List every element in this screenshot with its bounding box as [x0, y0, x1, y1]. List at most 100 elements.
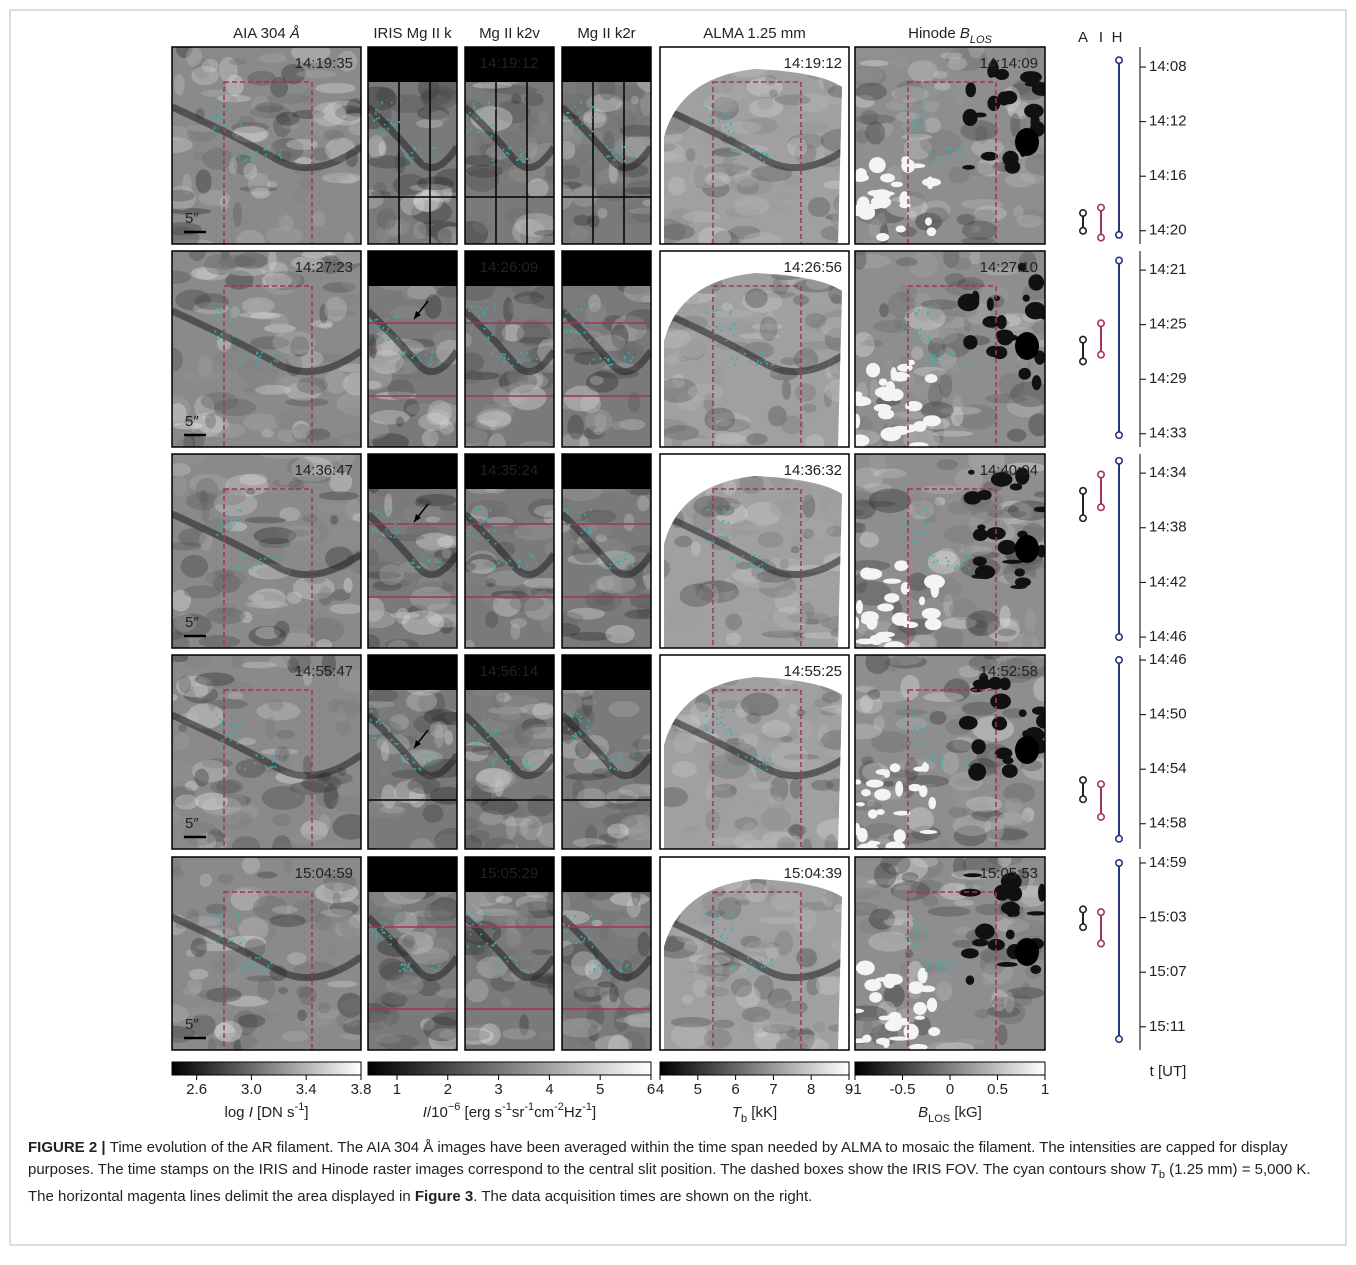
- contour: [563, 930, 565, 932]
- texture: [247, 594, 264, 601]
- contour: [599, 358, 601, 360]
- contour: [271, 962, 273, 964]
- contour: [723, 104, 725, 106]
- contour: [270, 364, 272, 366]
- iris-empty: [562, 454, 651, 489]
- texture: [705, 987, 730, 997]
- contour: [508, 358, 510, 360]
- contour: [477, 305, 479, 307]
- contour: [264, 967, 266, 969]
- contour: [732, 912, 734, 914]
- time-stamp: 14:19:12: [784, 55, 842, 72]
- magnetic-negative: [981, 679, 991, 688]
- texture: [610, 892, 649, 906]
- contour: [630, 360, 632, 362]
- magnetic-negative: [968, 470, 974, 475]
- magnetic-negative: [1034, 507, 1048, 513]
- contour: [233, 523, 235, 525]
- contour: [270, 362, 272, 364]
- contour: [609, 760, 611, 762]
- contour: [924, 728, 926, 730]
- contour: [379, 737, 381, 739]
- contour: [757, 970, 759, 972]
- contour: [493, 963, 495, 965]
- contour: [498, 967, 500, 969]
- contour: [429, 761, 431, 763]
- contour: [243, 356, 245, 358]
- texture: [757, 532, 783, 548]
- contour: [581, 123, 583, 125]
- texture: [786, 481, 813, 503]
- contour: [905, 320, 907, 322]
- magnetic-positive: [891, 182, 903, 187]
- texture: [234, 253, 267, 270]
- contour: [613, 759, 615, 761]
- texture: [272, 814, 291, 826]
- magnetic-negative: [972, 939, 988, 947]
- contour: [631, 356, 633, 358]
- texture: [216, 779, 243, 793]
- texture: [274, 621, 290, 638]
- texture: [516, 901, 528, 927]
- time-tick-label: 14:16: [1149, 167, 1187, 184]
- contour: [383, 722, 385, 724]
- contour: [387, 119, 389, 121]
- contour: [733, 131, 735, 133]
- texture: [782, 379, 791, 399]
- texture: [420, 86, 458, 110]
- texture: [813, 1021, 826, 1033]
- contour: [603, 769, 605, 771]
- text-part: /10: [427, 1104, 448, 1121]
- magnetic-positive: [894, 560, 908, 571]
- time-tick-label: 14:59: [1149, 854, 1187, 871]
- contour: [564, 509, 566, 511]
- texture: [859, 60, 889, 66]
- texture: [693, 979, 707, 998]
- contour: [752, 966, 754, 968]
- contour: [431, 357, 433, 359]
- texture: [485, 611, 498, 628]
- contour: [220, 135, 222, 137]
- contour: [387, 328, 389, 330]
- texture: [865, 650, 890, 674]
- contour: [619, 147, 621, 149]
- contour: [918, 309, 920, 311]
- contour: [913, 929, 915, 931]
- contour: [716, 918, 718, 920]
- contour: [571, 119, 573, 121]
- magnetic-positive: [895, 781, 903, 797]
- time-stamp: 14:56:14: [480, 663, 538, 680]
- contour: [492, 124, 494, 126]
- contour: [589, 339, 591, 341]
- contour: [945, 147, 947, 149]
- contour: [399, 521, 401, 523]
- texture: [327, 981, 358, 988]
- texture: [615, 1017, 647, 1023]
- contour: [471, 306, 473, 308]
- contour: [214, 331, 216, 333]
- contour: [574, 736, 576, 738]
- image-panel: [646, 444, 866, 683]
- contour: [731, 147, 733, 149]
- texture: [179, 676, 192, 694]
- contour: [628, 351, 630, 353]
- contour: [487, 736, 489, 738]
- contour: [574, 915, 576, 917]
- contour: [488, 522, 490, 524]
- texture: [325, 370, 349, 394]
- texture: [811, 780, 834, 791]
- image-panel: [352, 652, 471, 859]
- contour: [945, 557, 947, 559]
- contour: [469, 925, 471, 927]
- contour: [918, 121, 920, 123]
- texture: [381, 784, 396, 809]
- contour: [481, 131, 483, 133]
- texture: [953, 80, 967, 106]
- texture: [168, 694, 178, 701]
- texture: [787, 825, 806, 837]
- texture: [212, 957, 239, 974]
- contour: [601, 756, 603, 758]
- texture: [424, 927, 437, 939]
- contour: [237, 354, 239, 356]
- magnetic-positive: [879, 1016, 892, 1021]
